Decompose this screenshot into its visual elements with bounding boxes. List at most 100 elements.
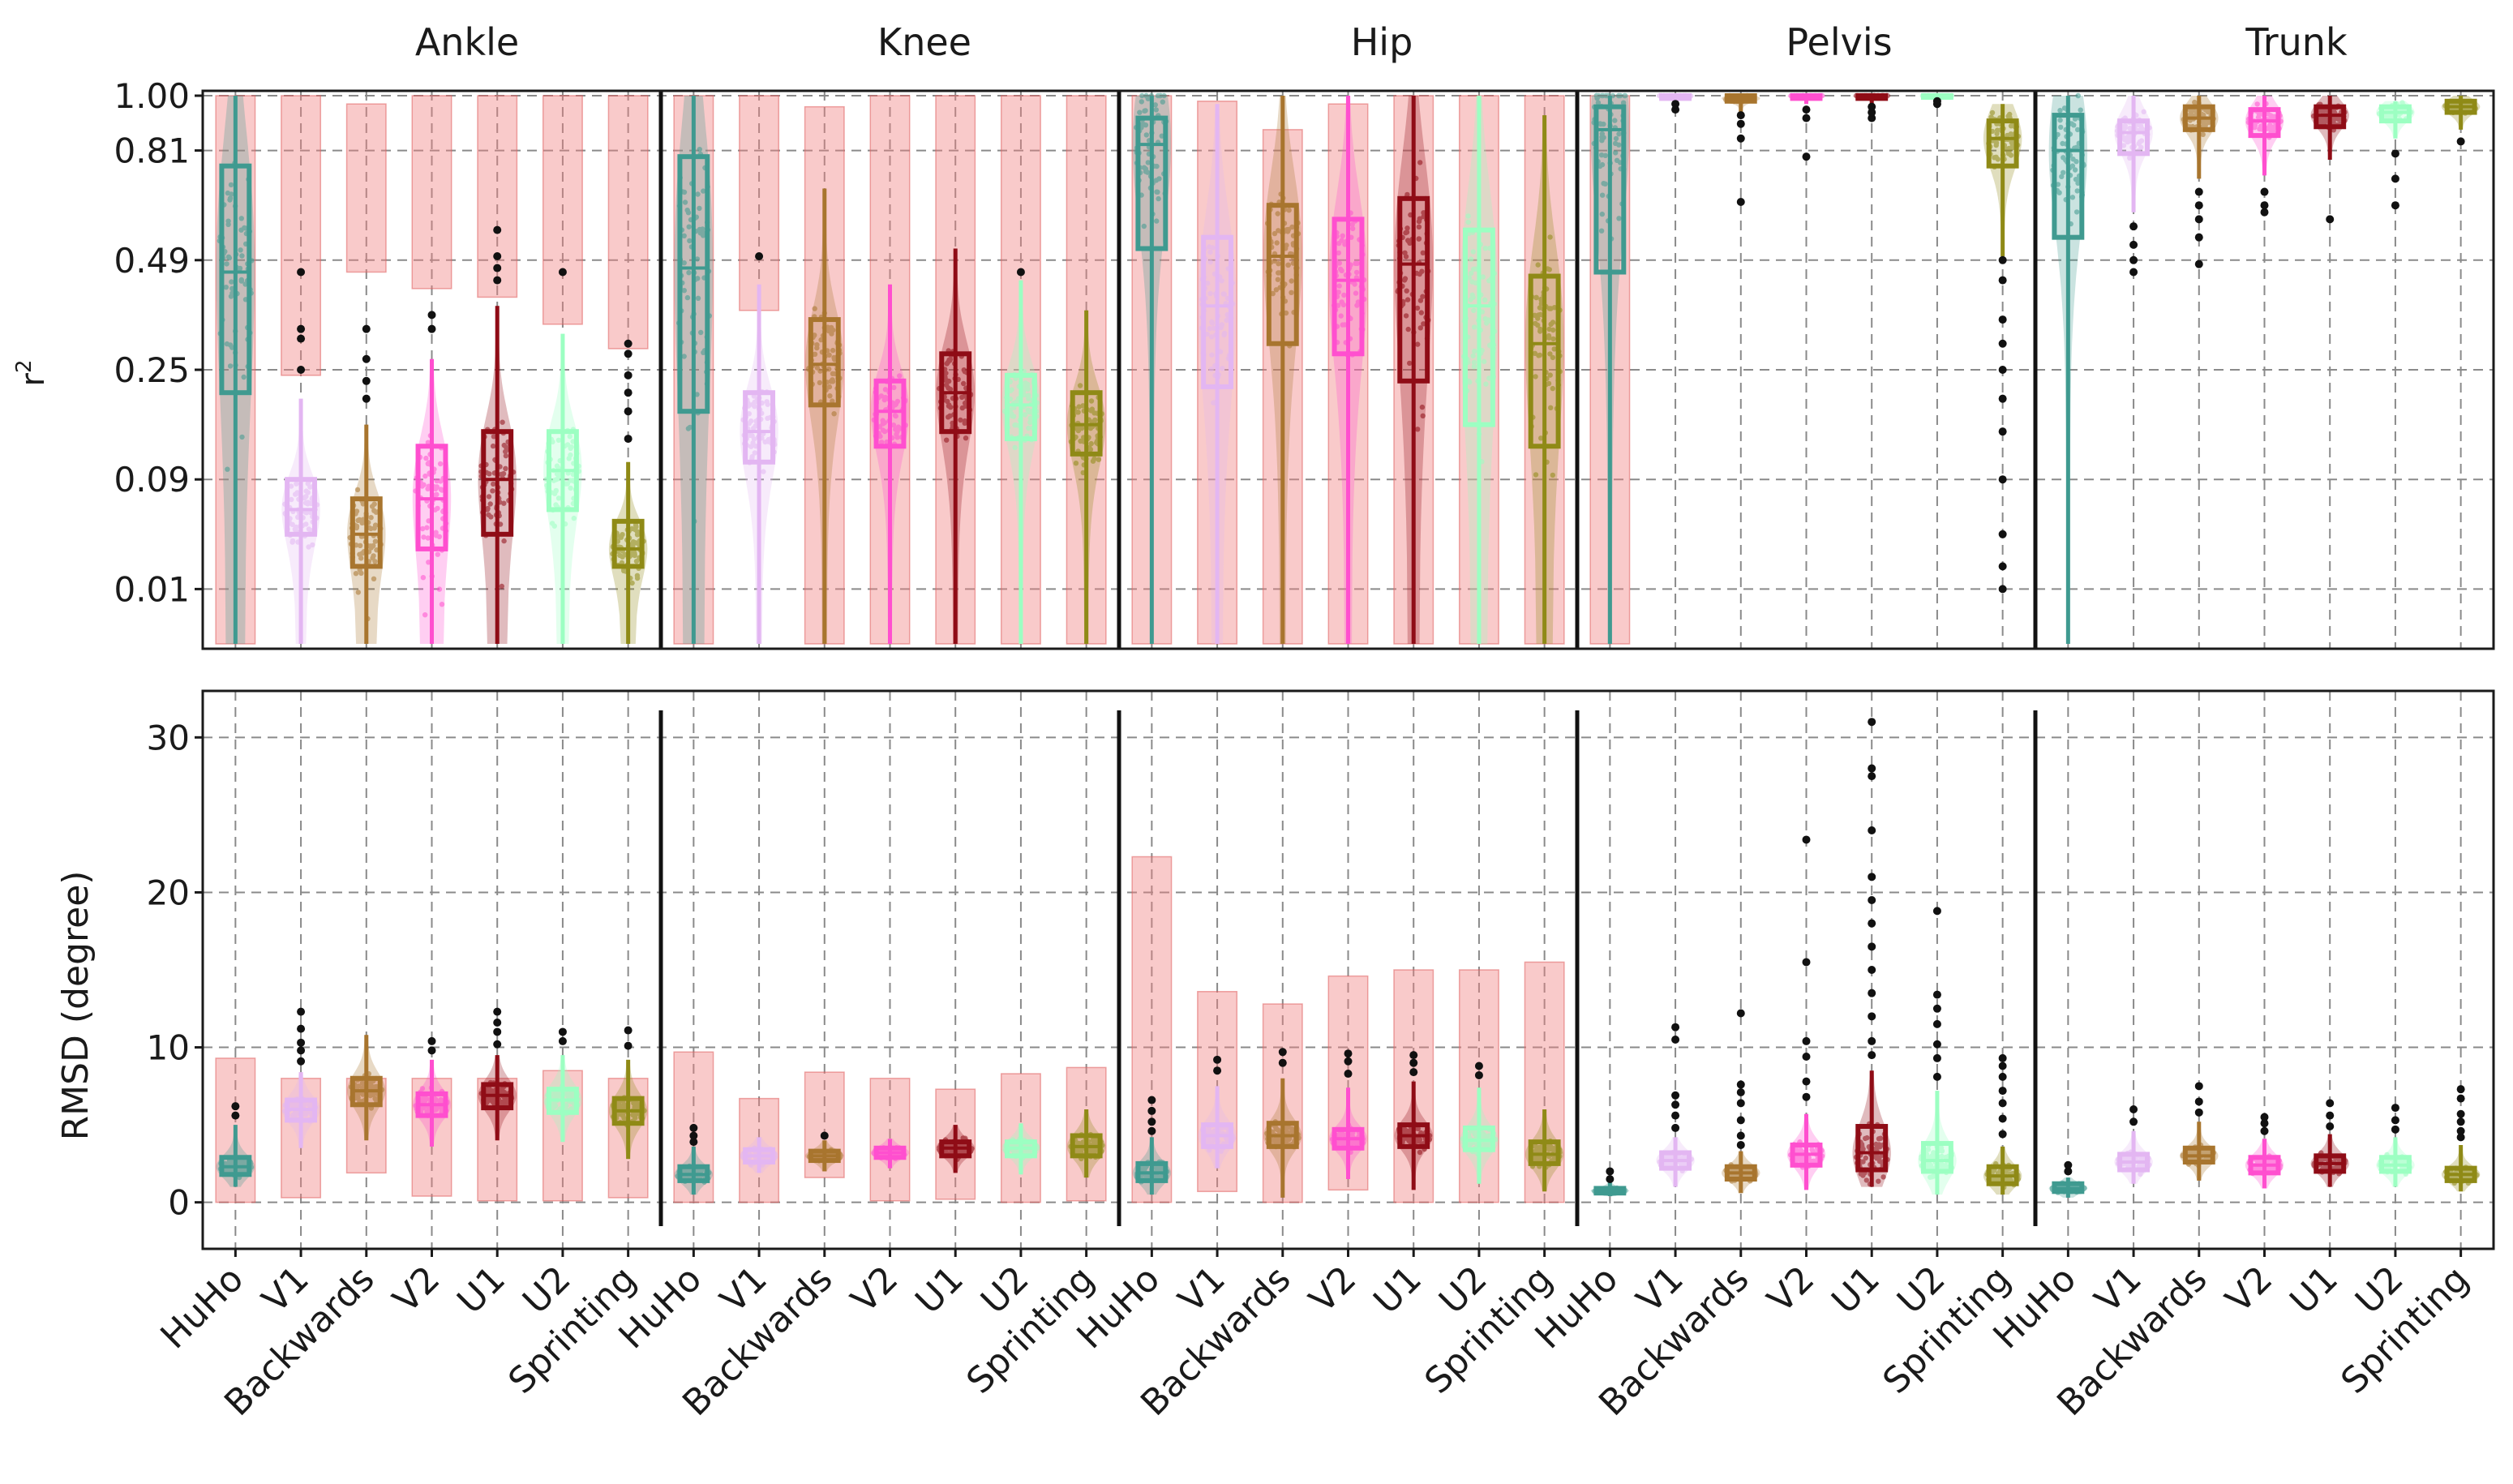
r2-hip-backwards-point bbox=[1275, 211, 1280, 217]
rmsd-knee-backwards-outlier bbox=[820, 1131, 829, 1140]
r2-knee-sprinting-point bbox=[1078, 438, 1083, 444]
r2-hip-u2-point bbox=[1482, 297, 1488, 302]
r2-hip-u1-point bbox=[1417, 271, 1422, 277]
r2-hip-u1-point bbox=[1403, 313, 1409, 319]
r2-pelvis-huho-point bbox=[1595, 100, 1602, 105]
rmsd-pelvis-u1-outlier bbox=[1868, 966, 1876, 974]
r2-hip-huho-box bbox=[1135, 115, 1169, 251]
r2-pelvis-huho-point bbox=[1598, 228, 1605, 234]
r2-knee-v2-point bbox=[881, 397, 888, 403]
r2-ankle-huho-point bbox=[226, 255, 233, 261]
r2-ankle-sprinting-outlier bbox=[624, 339, 633, 348]
r2-knee-sprinting-point bbox=[1074, 410, 1081, 415]
r2-hip-backwards-point bbox=[1289, 224, 1295, 230]
r2-hip-u2-point bbox=[1466, 275, 1473, 281]
rmsd-hip-huho-outlier bbox=[1147, 1096, 1156, 1104]
r2-hip-u1-point bbox=[1407, 360, 1413, 367]
r2-hip-u1-point bbox=[1404, 225, 1410, 231]
r2-ankle-u2-point bbox=[566, 456, 572, 461]
r2-trunk-huho-point bbox=[2061, 105, 2068, 111]
rmsd-hip-u2-outlier bbox=[1474, 1062, 1483, 1070]
r2-trunk-backwards-outlier bbox=[2194, 233, 2203, 242]
r2-ankle-v2-point bbox=[426, 560, 431, 565]
r2-knee-u1-point bbox=[946, 378, 952, 384]
r2-hip-u2-point bbox=[1471, 359, 1477, 366]
r2-ankle-u1-outlier bbox=[493, 264, 502, 272]
r2-hip-sprinting-point bbox=[1551, 346, 1557, 352]
r2-knee-sprinting-point bbox=[1091, 410, 1097, 416]
rmsd-pelvis-u1-outlier bbox=[1868, 826, 1876, 834]
rmsd-pelvis-v1-outlier bbox=[1671, 1123, 1680, 1132]
r2-hip-u1-point bbox=[1417, 298, 1424, 303]
r2-trunk-v2-point bbox=[2267, 124, 2273, 130]
r2-ankle-u2-point bbox=[551, 523, 557, 529]
r2-ankle-u1-point bbox=[503, 452, 509, 459]
r2-hip-v1-point bbox=[1211, 325, 1216, 331]
r2-trunk-huho-point bbox=[2072, 167, 2078, 173]
r2-hip-backwards-point bbox=[1272, 258, 1278, 264]
r2-knee-v2-point bbox=[880, 421, 886, 427]
r2-hip-u2-point bbox=[1472, 348, 1477, 354]
rmsd-pelvis-u2-outlier bbox=[1932, 1053, 1941, 1062]
r2-knee-huho-point bbox=[695, 276, 701, 281]
r2-hip-sprinting-point bbox=[1537, 352, 1543, 358]
rmsd-hip-v2-outlier bbox=[1344, 1049, 1353, 1058]
r2-ankle-huho-point bbox=[239, 253, 245, 259]
r2-hip-u1-point bbox=[1404, 288, 1409, 294]
r2-hip-backwards-point bbox=[1272, 230, 1278, 237]
r2-hip-u1-point bbox=[1415, 341, 1421, 347]
r2-pelvis-sprinting-outlier bbox=[1998, 562, 2007, 571]
r2-knee-u1-point bbox=[944, 437, 950, 443]
rmsd-ytick-label: 0 bbox=[168, 1183, 190, 1223]
r2-pelvis-huho-point bbox=[1599, 138, 1605, 144]
r2-knee-v1-range-bar bbox=[739, 95, 780, 311]
r2-trunk-v2-outlier bbox=[2260, 208, 2269, 217]
r2-hip-backwards-point bbox=[1286, 208, 1292, 213]
r2-knee-huho-point bbox=[686, 224, 692, 229]
r2-pelvis-huho-point bbox=[1599, 211, 1606, 217]
r2-knee-backwards-point bbox=[830, 347, 836, 354]
r2-ankle-backwards-range-bar bbox=[345, 103, 387, 273]
rmsd-ankle-u2-point bbox=[564, 1091, 569, 1097]
r2-knee-v1-point bbox=[764, 399, 770, 405]
r2-hip-u1-point bbox=[1404, 297, 1411, 302]
r2-knee-backwards-point bbox=[826, 367, 832, 372]
r2-knee-u1-point bbox=[959, 405, 966, 411]
r2-knee-u2-point bbox=[1024, 384, 1031, 390]
r2-hip-v2-point bbox=[1336, 250, 1342, 256]
rmsd-pelvis-v2-point bbox=[1795, 1156, 1802, 1162]
r2-ytick-label: 0.81 bbox=[114, 131, 190, 171]
r2-knee-v1-point bbox=[762, 439, 768, 445]
r2-hip-v2-point bbox=[1341, 292, 1347, 298]
r2-knee-u1-point bbox=[961, 380, 967, 387]
rmsd-pelvis-u2-point bbox=[1928, 1174, 1933, 1180]
r2-hip-sprinting-point bbox=[1548, 405, 1554, 410]
r2-trunk-v2-outlier bbox=[2260, 201, 2269, 210]
r2-ankle-u1-box bbox=[481, 429, 514, 537]
r2-hip-u1-point bbox=[1405, 326, 1411, 332]
r2-knee-backwards-point bbox=[812, 306, 817, 311]
r2-trunk-huho-point bbox=[2057, 108, 2063, 114]
r2-trunk-backwards-outlier bbox=[2194, 187, 2203, 196]
r2-hip-u2-point bbox=[1482, 246, 1489, 251]
r2-hip-backwards-point bbox=[1270, 290, 1276, 297]
r2-ytick-label: 0.49 bbox=[114, 241, 190, 281]
r2-trunk-v2-point bbox=[2256, 111, 2262, 118]
r2-ankle-u2-point bbox=[567, 434, 573, 440]
r2-ankle-v2-point bbox=[437, 461, 444, 467]
r2-pelvis-huho-point bbox=[1613, 150, 1619, 156]
r2-pelvis-sprinting-outlier bbox=[1998, 530, 2007, 538]
r2-trunk-huho-point bbox=[2059, 174, 2065, 179]
r2-trunk-u2-outlier bbox=[2391, 149, 2399, 158]
r2-hip-v1-point bbox=[1219, 278, 1224, 284]
rmsd-pelvis-v2-outlier bbox=[1802, 1077, 1811, 1086]
rmsd-hip-huho-outlier bbox=[1147, 1117, 1156, 1126]
r2-trunk-backwards-point bbox=[2200, 131, 2206, 137]
r2-hip-huho-point bbox=[1155, 189, 1160, 195]
r2-ankle-v2-point bbox=[425, 535, 431, 541]
r2-ankle-u2-outlier bbox=[558, 268, 567, 277]
r2-hip-sprinting-point bbox=[1535, 262, 1541, 268]
r2-ankle-backwards-point bbox=[371, 525, 377, 531]
